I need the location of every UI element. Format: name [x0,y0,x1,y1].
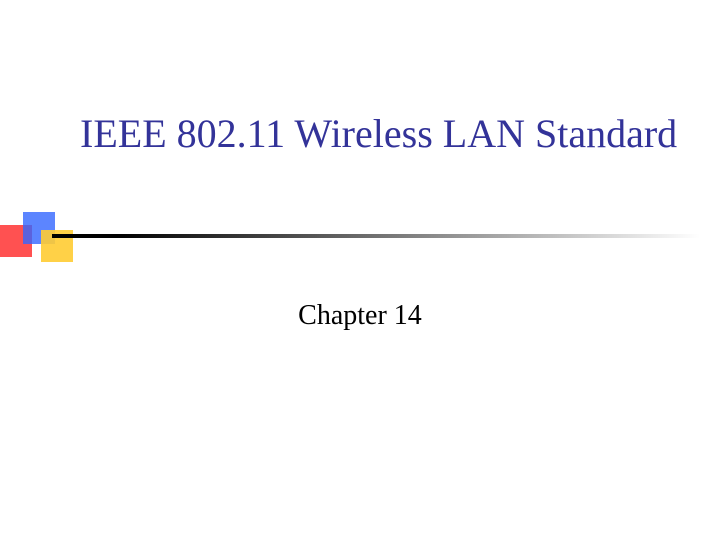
horizontal-rule [52,234,700,238]
slide-title: IEEE 802.11 Wireless LAN Standard [80,110,677,157]
slide-subtitle: Chapter 14 [0,300,720,332]
title-decoration [0,212,720,272]
